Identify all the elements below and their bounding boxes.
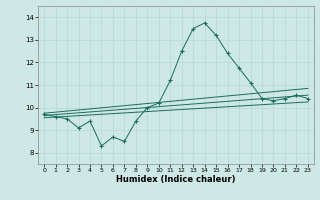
X-axis label: Humidex (Indice chaleur): Humidex (Indice chaleur): [116, 175, 236, 184]
